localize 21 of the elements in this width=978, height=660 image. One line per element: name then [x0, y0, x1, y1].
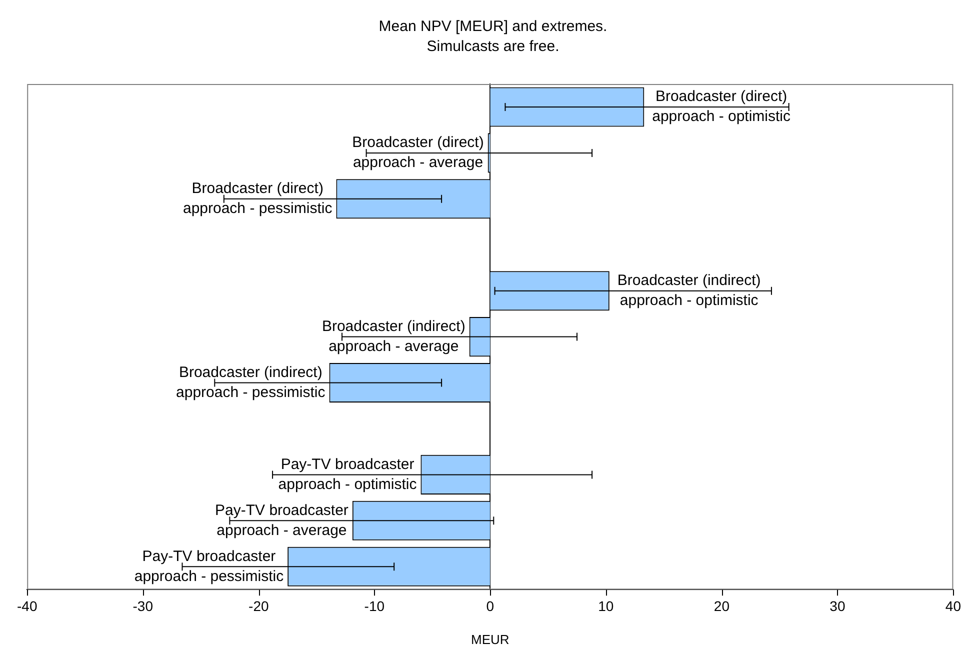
x-tick-label: -20	[248, 598, 269, 614]
x-tick-label: 40	[945, 598, 962, 614]
chart-subtitle: Simulcasts are free.	[426, 38, 560, 56]
x-tick-label: -40	[17, 598, 38, 614]
y-tick-label: Broadcaster (indirect) approach - average	[322, 318, 466, 355]
x-tick-label: 0	[486, 598, 494, 614]
y-tick-label: Pay-TV broadcaster approach - average	[215, 502, 348, 539]
y-tick-label: Broadcaster (indirect) approach - pessimistic	[176, 364, 326, 401]
y-tick-label: Pay-TV broadcaster approach - pessimistic	[134, 548, 284, 585]
y-tick-label: Broadcaster (direct) approach - optimistic	[652, 88, 792, 126]
x-tick-label: 10	[598, 598, 614, 614]
y-tick-label: Broadcaster (direct) approach - average	[352, 134, 484, 172]
x-axis-title: MEUR	[471, 632, 510, 647]
x-tick-label: 20	[714, 598, 730, 614]
x-tick-label: -30	[132, 598, 154, 614]
x-tick-label: -10	[364, 598, 385, 614]
chart-title: Mean NPV [MEUR] and extremes.	[378, 18, 608, 36]
x-tick-label: 30	[830, 598, 846, 614]
y-tick-label: Broadcaster (indirect) approach - optimistic	[617, 272, 761, 309]
y-tick-label: Pay-TV broadcaster approach - optimistic	[278, 456, 418, 493]
y-tick-label: Broadcaster (direct) approach - pessimistic	[182, 180, 333, 218]
